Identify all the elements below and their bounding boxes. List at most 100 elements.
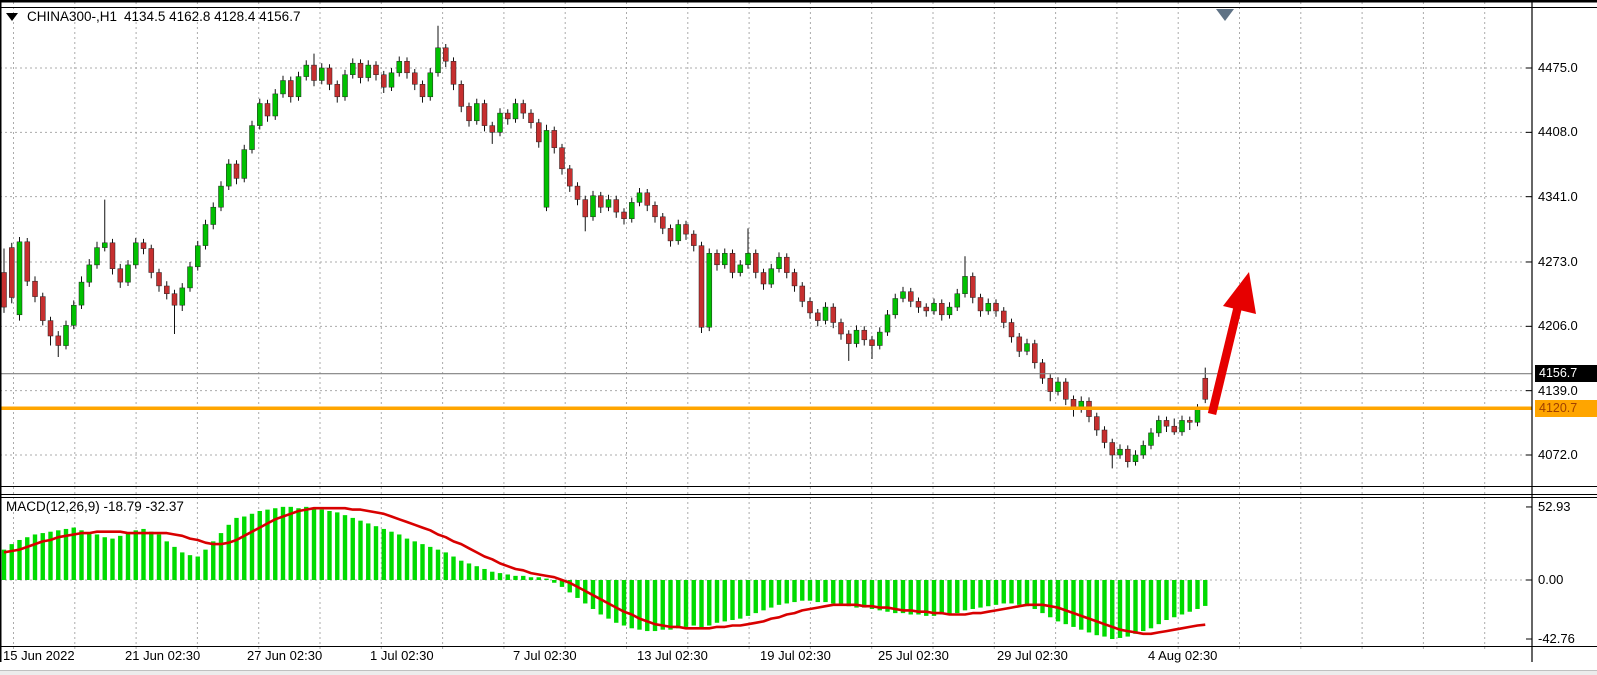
- candle-body: [551, 130, 558, 148]
- candle-body: [776, 256, 782, 269]
- candle-body: [706, 253, 713, 328]
- macd-indicator-label: MACD(12,26,9) -18.79 -32.37: [6, 499, 184, 514]
- price-axis-label: 4273.0: [1538, 253, 1578, 269]
- candle-body: [241, 149, 248, 179]
- last-price-tag: 4156.7: [1535, 365, 1597, 383]
- macd-histogram-bar: [1009, 580, 1014, 604]
- candle-body: [520, 103, 527, 114]
- candle-body: [621, 211, 627, 219]
- macd-histogram-bar: [257, 511, 262, 580]
- macd-histogram-bar: [606, 580, 611, 619]
- candle-body: [753, 253, 759, 273]
- scroll-anchor-icon[interactable]: [1216, 9, 1234, 21]
- candle-body: [435, 47, 441, 74]
- candle-body: [396, 61, 403, 74]
- candle-body: [807, 301, 813, 314]
- macd-histogram-bar: [970, 580, 975, 609]
- symbol-dropdown-icon[interactable]: [6, 12, 18, 21]
- candle-body: [985, 303, 992, 312]
- macd-histogram-bar: [1017, 580, 1022, 605]
- trend-arrow[interactable]: [1207, 272, 1256, 415]
- macd-signal-line: [3, 506, 1206, 636]
- macd-histogram-bar: [1032, 580, 1037, 609]
- candle-body: [799, 285, 806, 302]
- macd-histogram-bar: [831, 580, 836, 604]
- macd-histogram-bar: [621, 580, 627, 626]
- time-axis-label: 15 Jun 2022: [3, 648, 75, 663]
- macd-histogram-bar: [660, 580, 665, 630]
- macd-histogram-bar: [48, 531, 53, 580]
- candle-body: [1047, 377, 1054, 392]
- candle-body: [993, 303, 999, 312]
- macd-histogram-bar: [288, 506, 293, 580]
- candle-body: [892, 298, 899, 316]
- macd-histogram-bar: [575, 580, 580, 598]
- macd-histogram-bar: [118, 535, 123, 580]
- macd-histogram-bar: [180, 552, 185, 580]
- candle-body: [846, 333, 852, 344]
- candle-body: [156, 272, 162, 287]
- macd-histogram-bar: [234, 517, 239, 580]
- candle-body: [970, 276, 976, 298]
- macd-histogram-bar: [838, 580, 844, 605]
- macd-histogram-bar: [1141, 580, 1146, 632]
- macd-histogram-bar: [459, 560, 464, 580]
- candle-body: [636, 192, 643, 203]
- macd-histogram-bar: [784, 580, 789, 604]
- time-axis-label: 4 Aug 02:30: [1148, 648, 1218, 663]
- candle-body: [1148, 432, 1154, 446]
- candle-body: [295, 76, 302, 98]
- macd-histogram-bar: [17, 539, 22, 580]
- time-axis-label: 19 Jul 02:30: [760, 648, 831, 663]
- macd-histogram-bar: [668, 580, 673, 630]
- candle-body: [1109, 442, 1116, 456]
- candle-body: [1132, 454, 1139, 462]
- macd-histogram-bar: [497, 573, 503, 580]
- left-border: [0, 0, 2, 662]
- candle-body: [427, 72, 434, 98]
- macd-histogram-bar: [955, 580, 960, 614]
- candle-body: [24, 241, 31, 282]
- macd-histogram-bar: [1156, 580, 1161, 625]
- candle-body: [815, 312, 821, 321]
- macd-histogram-bar: [265, 509, 270, 580]
- macd-histogram-bar: [327, 511, 332, 580]
- macd-histogram-bar: [435, 549, 441, 580]
- macd-histogram-bar: [87, 533, 92, 580]
- macd-histogram-bar: [296, 508, 301, 580]
- macd-histogram-bar: [373, 526, 379, 580]
- macd-histogram-bar: [389, 531, 394, 580]
- candle-body: [264, 103, 271, 117]
- candle-body: [319, 67, 325, 81]
- candle-body: [714, 253, 720, 266]
- candle-body: [16, 241, 23, 316]
- candle-body: [71, 304, 77, 326]
- macd-histogram-bar: [1117, 580, 1123, 638]
- candle-body: [1194, 408, 1201, 423]
- macd-histogram-bar: [404, 538, 410, 580]
- macd-histogram-bar: [141, 528, 146, 580]
- candle-body: [1156, 420, 1162, 434]
- candle-body: [210, 206, 217, 225]
- macd-histogram-bar: [1195, 580, 1200, 609]
- candle-body: [388, 72, 395, 88]
- candle-body: [691, 233, 697, 246]
- macd-histogram-bar: [1055, 580, 1061, 622]
- candle-body: [543, 130, 550, 208]
- candle-body: [133, 242, 139, 266]
- candle-body: [419, 84, 426, 98]
- candle-body: [1125, 448, 1131, 462]
- macd-histogram-bar: [637, 580, 642, 630]
- candle-body: [86, 264, 93, 283]
- macd-histogram-bar: [854, 580, 859, 608]
- macd-histogram-bar: [947, 580, 952, 615]
- candle-body: [737, 264, 744, 273]
- macd-histogram-bar: [683, 580, 689, 627]
- macd-histogram-bar: [94, 534, 100, 580]
- macd-histogram-bar: [993, 580, 999, 605]
- macd-histogram-bar: [1179, 580, 1185, 615]
- macd-histogram-bar: [366, 523, 371, 580]
- macd-histogram-bar: [63, 528, 69, 580]
- macd-histogram-bar: [1, 549, 7, 580]
